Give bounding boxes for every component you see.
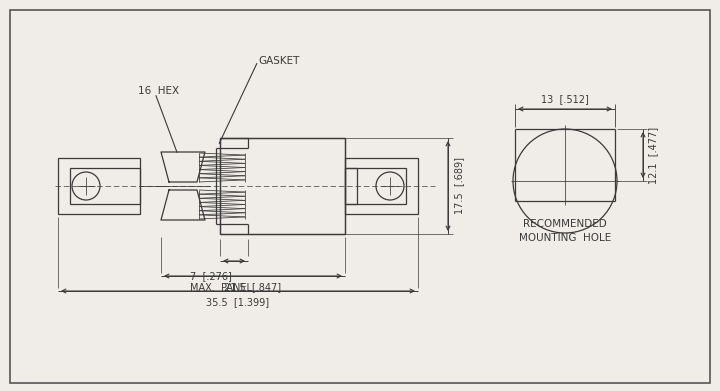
Bar [58, 158, 140, 214]
Text: GASKET: GASKET [258, 56, 300, 66]
Bar [345, 158, 418, 214]
Text: 21.5  [.847]: 21.5 [.847] [225, 282, 282, 292]
Bar [70, 168, 140, 204]
Text: 7  [.276]
MAX.  PANEL: 7 [.276] MAX. PANEL [190, 271, 252, 292]
Text: 17.5  [.689]: 17.5 [.689] [454, 158, 464, 215]
Bar [345, 168, 406, 204]
Text: 13  [.512]: 13 [.512] [541, 94, 589, 104]
Text: 12.1  [.477]: 12.1 [.477] [648, 126, 658, 183]
Bar [220, 138, 345, 234]
Text: 16  HEX: 16 HEX [138, 86, 179, 96]
Text: RECOMMENDED
MOUNTING  HOLE: RECOMMENDED MOUNTING HOLE [519, 219, 611, 243]
Text: 35.5  [1.399]: 35.5 [1.399] [207, 297, 269, 307]
